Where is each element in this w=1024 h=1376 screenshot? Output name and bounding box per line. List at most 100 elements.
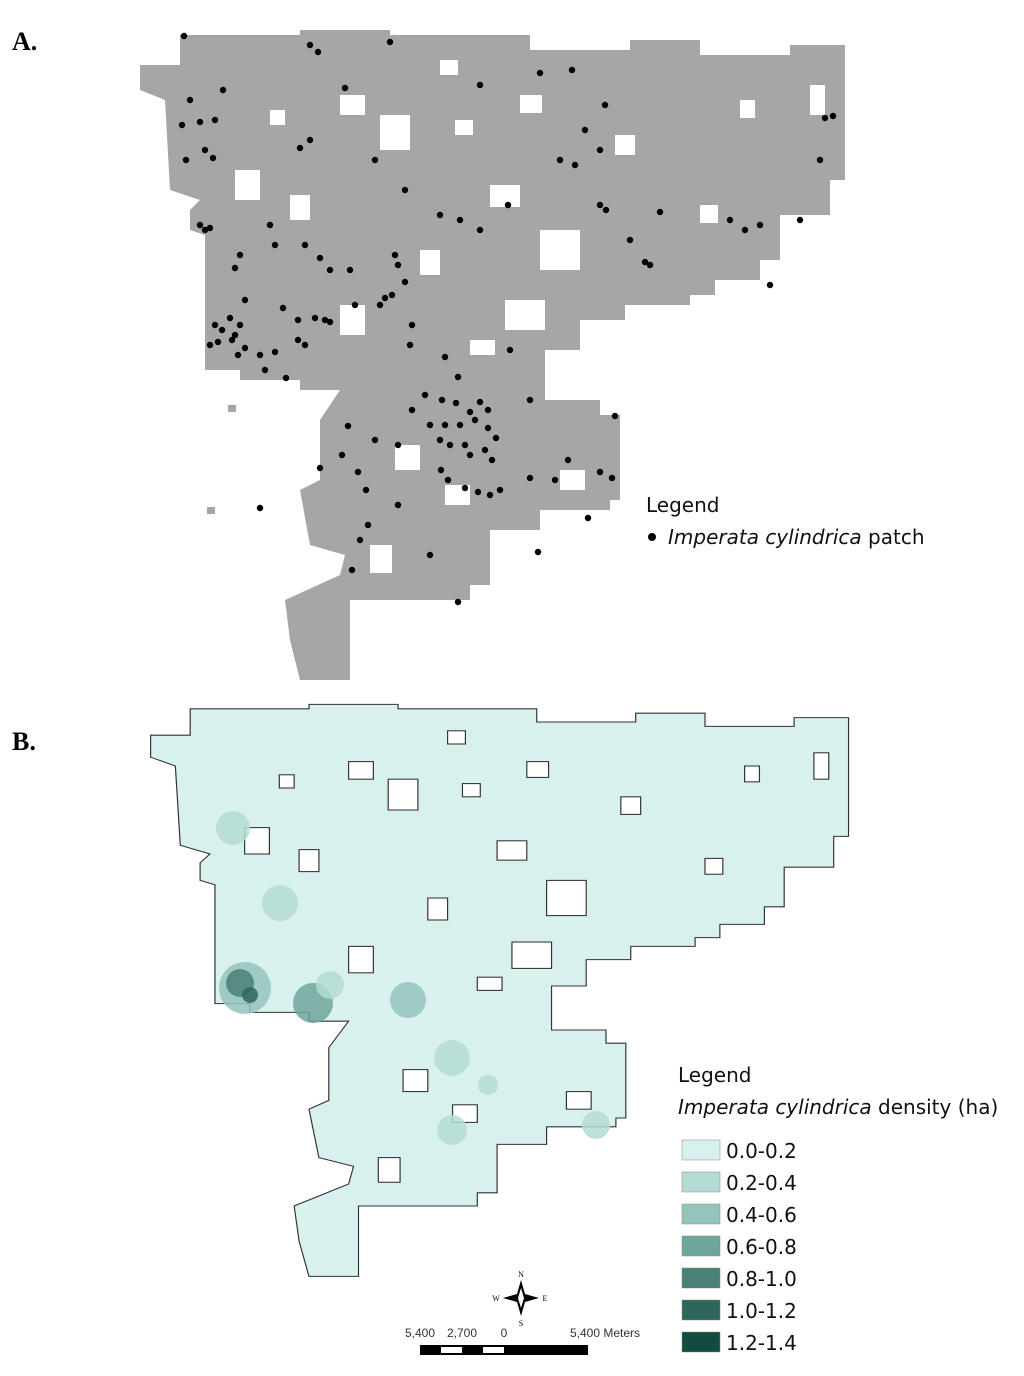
patch-dot [391, 251, 399, 259]
patch-dot [178, 121, 186, 129]
patch-dot [301, 341, 309, 349]
patch-dot [534, 548, 542, 556]
patch-dot [271, 241, 279, 249]
patch-dot [209, 154, 217, 162]
patch-dot [596, 201, 604, 209]
map-a [140, 30, 845, 680]
patch-dot [581, 126, 589, 134]
patch-dot [456, 216, 464, 224]
density-spot [262, 885, 298, 921]
patch-dot [426, 421, 434, 429]
patch-dot [551, 476, 559, 484]
patch-dot [346, 266, 354, 274]
patch-dot [376, 301, 384, 309]
scale-segment [441, 1347, 462, 1353]
panel-label: A. [12, 27, 37, 56]
legend-swatch [681, 1139, 721, 1161]
patch-dot [180, 32, 188, 40]
legend-title: Legend [646, 493, 719, 517]
patch-dot [394, 501, 402, 509]
legend-swatch [681, 1299, 721, 1321]
patch-dot [241, 296, 249, 304]
patch-dot [456, 421, 464, 429]
patch-dot [206, 224, 214, 232]
compass-n: N [518, 1270, 524, 1279]
patch-dot [452, 399, 460, 407]
patch-dot [471, 416, 479, 424]
patch-dot [446, 441, 454, 449]
patch-dot [294, 316, 302, 324]
patch-dot [314, 48, 322, 56]
scale-bar: 5,400 2,700 0 5,400 Meters [405, 1326, 640, 1355]
patch-dot [236, 251, 244, 259]
patch-dot [484, 406, 492, 414]
patch-dot [316, 254, 324, 262]
patch-dot [282, 374, 290, 382]
compass-e: E [543, 1294, 548, 1303]
patch-dot [816, 156, 824, 164]
patch-dot [231, 264, 239, 272]
islet [228, 405, 236, 412]
patch-dot [266, 221, 274, 229]
patch-dot [444, 476, 452, 484]
compass: N S E W [492, 1270, 547, 1328]
legend-subtitle: Imperata cylindrica density (ha) [678, 1095, 998, 1119]
patch-dot [454, 598, 462, 606]
patch-dot [461, 484, 469, 492]
patch-dot [821, 114, 829, 122]
patch-dot [476, 398, 484, 406]
patch-dot [236, 321, 244, 329]
density-spot [582, 1111, 610, 1139]
panel-label: B. [12, 727, 36, 756]
patch-dot [741, 226, 749, 234]
patch-dot [226, 314, 234, 322]
patch-dot [296, 144, 304, 152]
legend-swatch [681, 1331, 721, 1353]
patch-dot [364, 521, 372, 529]
patch-dot [526, 396, 534, 404]
patch-dot [488, 456, 496, 464]
patch-dot [341, 84, 349, 92]
patch-dot [421, 391, 429, 399]
patch-dot [441, 421, 449, 429]
density-spot [434, 1040, 470, 1076]
patch-dot [441, 353, 449, 361]
patch-dot [584, 514, 592, 522]
patch-dot [568, 66, 576, 74]
patch-dot [306, 41, 314, 49]
patch-dot [218, 326, 226, 334]
patch-dot [362, 486, 370, 494]
patch-dot [408, 406, 416, 414]
density-spot [316, 971, 344, 999]
patch-dot [311, 314, 319, 322]
legend-text: density (ha) [878, 1095, 998, 1119]
patch-dot [279, 304, 287, 312]
density-spot [390, 982, 426, 1018]
patch-dot [316, 464, 324, 472]
density-spots [216, 811, 610, 1145]
patch-dot [256, 351, 264, 359]
patch-dot [196, 118, 204, 126]
islet [207, 507, 215, 514]
scale-label: 5,400 [405, 1326, 435, 1340]
legend-swatch [681, 1267, 721, 1289]
patch-dot [294, 336, 302, 344]
legend-class: 0.2-0.4 [726, 1171, 797, 1195]
patch-dot [611, 412, 619, 420]
patch-dot [466, 451, 474, 459]
patch-dot [756, 221, 764, 229]
patch-dot [496, 486, 504, 494]
patch-dot [214, 338, 222, 346]
patch-dot [571, 161, 579, 169]
patch-dot [536, 69, 544, 77]
patch-dot [326, 318, 334, 326]
patch-dot [371, 436, 379, 444]
patch-dot [481, 446, 489, 454]
density-spot [216, 811, 250, 845]
patch-dot [356, 536, 364, 544]
patch-dot [354, 468, 362, 476]
patch-dot [211, 116, 219, 124]
patch-dot [626, 236, 634, 244]
patch-dot [486, 491, 494, 499]
